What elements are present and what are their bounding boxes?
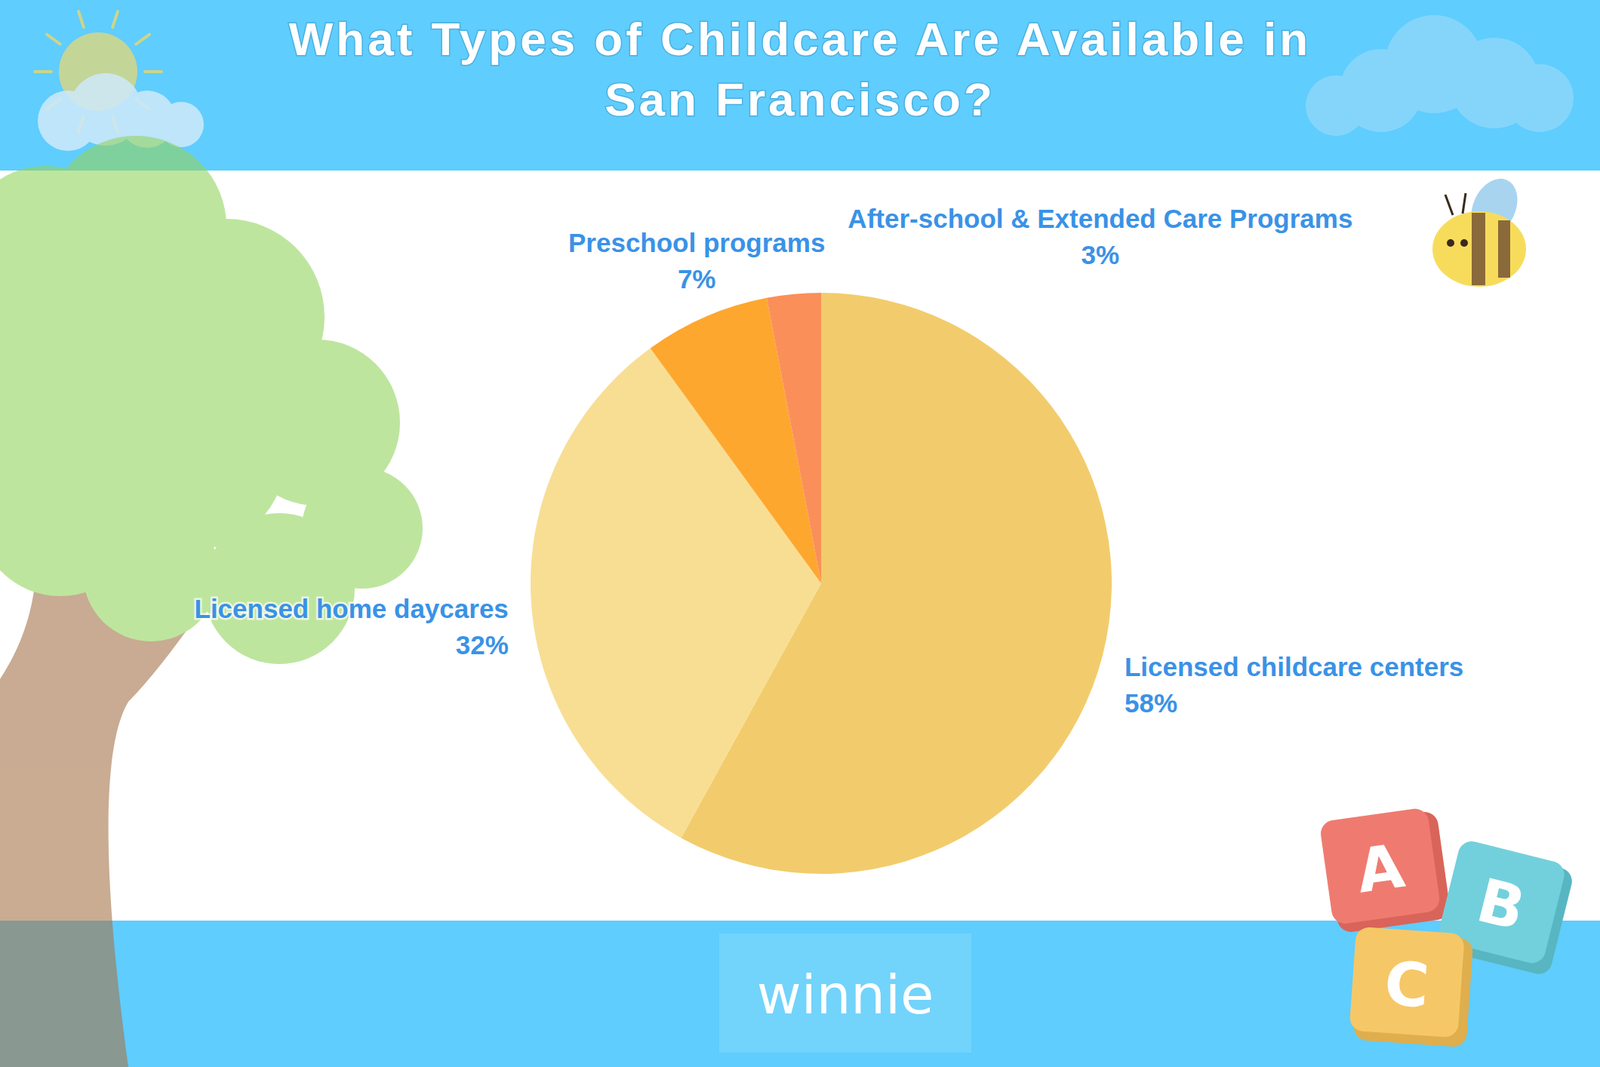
- bee-eye: [1446, 239, 1455, 247]
- data-labels: Licensed childcare centers 58% Licensed ho…: [194, 203, 1465, 718]
- sun-ray: [112, 11, 118, 28]
- cloud: [1305, 15, 1574, 136]
- bee-body: [1432, 211, 1527, 287]
- sun-ray: [34, 70, 52, 74]
- block: C: [1348, 926, 1474, 1049]
- brand-box: [719, 933, 972, 1053]
- abc-blocks: ABC: [1319, 806, 1576, 1048]
- title-line: What Types of Childcare Are Available in: [289, 12, 1311, 65]
- header-band: [0, 0, 1600, 171]
- pie-slice: [766, 292, 822, 584]
- slice-label: Licensed home daycares 32%: [194, 593, 509, 660]
- block-letter: C: [1381, 948, 1431, 1022]
- block-face: [1319, 807, 1442, 927]
- value-label: 58%: [1124, 688, 1178, 718]
- cloud-puff: [158, 101, 204, 148]
- background: [0, 0, 1600, 1067]
- value-label: 32%: [455, 630, 509, 660]
- slice-label: Preschool programs 7%: [568, 227, 825, 294]
- cloud-puff: [1305, 75, 1367, 136]
- value-label: 7%: [677, 264, 717, 294]
- sun-ray: [135, 34, 150, 45]
- category-label: Licensed childcare centers: [1124, 652, 1464, 682]
- canvas: What Types of Childcare Are Available in…: [0, 0, 1600, 1067]
- sun-ray: [78, 11, 84, 28]
- tree-foliage: [301, 467, 423, 589]
- sun-ray: [144, 70, 162, 74]
- block: A: [1319, 806, 1452, 935]
- title: What Types of Childcare Are Available in…: [289, 12, 1311, 126]
- category-label: Preschool programs: [568, 227, 825, 258]
- block-letter: A: [1352, 830, 1409, 908]
- brand: winnie: [756, 963, 934, 1027]
- category-label: After-school & Extended Care Programs: [847, 203, 1353, 234]
- value-label: 3%: [1081, 240, 1120, 270]
- title-line: San Francisco?: [604, 73, 996, 126]
- tree-foliage: [0, 324, 91, 461]
- pie: [530, 292, 1112, 874]
- bee-eye: [1460, 239, 1468, 247]
- slice-label: After-school & Extended Care Programs 3%: [847, 203, 1353, 270]
- bee: [1432, 171, 1527, 287]
- bee-antenna: [1445, 194, 1453, 216]
- block-face: [1349, 926, 1465, 1039]
- bee-stripe: [1471, 212, 1486, 286]
- slice-label: Licensed childcare centers 58%: [1124, 652, 1464, 718]
- sun-ray: [46, 34, 61, 45]
- footer-band: [0, 920, 1600, 1067]
- bee-antenna: [1462, 193, 1466, 214]
- category-label: Licensed home daycares: [194, 593, 509, 624]
- bee-stripe: [1498, 220, 1511, 278]
- cloud-puff: [1505, 64, 1574, 133]
- block-letter: B: [1470, 865, 1533, 945]
- decoration: [0, 11, 1574, 1067]
